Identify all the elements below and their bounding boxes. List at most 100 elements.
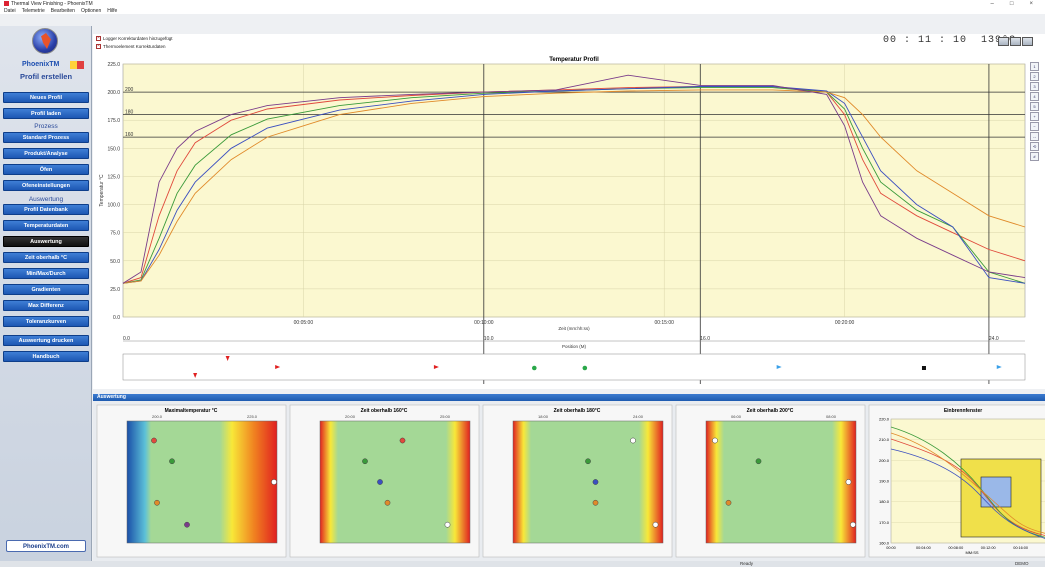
toleranzkurven-button[interactable]: Toleranzkurven (3, 316, 89, 327)
bake-x-tick: 00:00 (886, 546, 896, 550)
analysis-panels: Maximaltemperatur °C 200.0 225.0 Zeit oberh… (93, 401, 1045, 561)
event-marker-icon (582, 365, 588, 371)
channel-marker (154, 499, 160, 506)
event-marker-icon (532, 365, 537, 371)
temperature-profile-chart[interactable]: Temperatur Profil0.025.050.075.0100.0125… (93, 34, 1045, 389)
range-high-label: 08:00 (826, 414, 837, 419)
temperaturdaten-button[interactable]: Temperaturdaten (3, 220, 89, 231)
logger-correction-checkbox[interactable]: Logger Korrekturdaten hinzugefügt (96, 35, 173, 41)
gradienten-button[interactable]: Gradienten (3, 284, 89, 295)
view-button-3[interactable] (1022, 37, 1033, 46)
menu-bar: Datei Telemetrie Bearbeiten Optionen Hil… (0, 7, 1045, 14)
threshold-label: 200 (125, 87, 134, 93)
x-tick-label: 00:05:00 (294, 320, 314, 326)
tolerance-band (705, 420, 857, 544)
channel-marker (184, 521, 190, 528)
bake-curve (890, 448, 1045, 539)
oefen-button[interactable]: Öfen (3, 164, 89, 175)
series-line (122, 74, 1026, 284)
y-tick-label: 75.0 (110, 231, 120, 237)
bake-x-tick: 00:04:00 (916, 546, 931, 550)
tolerance-band (512, 420, 664, 544)
channel-marker (169, 458, 175, 465)
handbuch-button[interactable]: Handbuch (3, 351, 89, 362)
ofeneinstellungen-button[interactable]: Ofeneinstellungen (3, 180, 89, 191)
channel-marker (444, 521, 451, 528)
panel-title: Maximaltemperatur °C (165, 408, 218, 414)
event-strip (122, 353, 1026, 381)
pan-icon[interactable]: ↔ (1030, 132, 1039, 141)
tool-button-3[interactable]: 3 (1030, 82, 1039, 91)
channel-marker (377, 479, 383, 485)
minimize-button[interactable]: – (990, 0, 994, 7)
tool-button-1[interactable]: 1 (1030, 62, 1039, 71)
event-marker-icon (225, 356, 230, 361)
menu-bearbeiten[interactable]: Bearbeiten (50, 7, 75, 14)
zoom-out-icon[interactable]: − (1030, 122, 1039, 131)
standard-prozess-button[interactable]: Standard Prozess (3, 132, 89, 143)
view-button-1[interactable] (998, 37, 1009, 46)
y-tick-label: 25.0 (110, 287, 120, 293)
grid-icon[interactable]: # (1030, 152, 1039, 161)
right-toolbar: 1 2 3 4 5 + − ↔ ⟲ # (1030, 62, 1039, 161)
bake-x-tick: 00:12:00 (981, 546, 996, 550)
bake-y-tick: 210.0 (879, 437, 890, 442)
panel-title: Einbrennfenster (944, 408, 982, 414)
channel-marker (652, 521, 659, 528)
position-axis-label: Position (M) (562, 344, 587, 349)
channel-marker (630, 437, 636, 444)
status-text: Ready (740, 561, 754, 566)
x-axis-label: Zeit (mm:hh:ss) (558, 326, 590, 331)
tool-button-4[interactable]: 4 (1030, 92, 1039, 101)
maximize-button[interactable]: □ (1009, 0, 1014, 7)
auswertung-drucken-button[interactable]: Auswertung drucken (3, 335, 89, 346)
app-icon (4, 1, 9, 6)
menu-optionen[interactable]: Optionen (80, 7, 102, 14)
max-differenz-button[interactable]: Max Differenz (3, 300, 89, 311)
neues-profil-button[interactable]: Neues Profil (3, 92, 89, 103)
checkbox-icon (96, 35, 101, 41)
event-marker-icon (275, 365, 281, 369)
bake-y-tick: 170.0 (879, 520, 890, 525)
bake-y-tick: 160.0 (879, 541, 890, 546)
tool-button-5[interactable]: 5 (1030, 102, 1039, 111)
series-line (122, 86, 1026, 284)
menu-datei[interactable]: Datei (4, 7, 16, 14)
event-marker-icon (996, 365, 1002, 369)
panel-title: Zeit oberhalb 180°C (554, 408, 601, 414)
thermo-correction-checkbox[interactable]: Thermoelement Korrekturdaten (96, 43, 166, 49)
zeit-oberhalb-button[interactable]: Zeit oberhalb °C (3, 252, 89, 263)
website-link[interactable]: PhoenixTM.com (6, 540, 86, 552)
zoom-in-icon[interactable]: + (1030, 112, 1039, 121)
auswertung-button[interactable]: Auswertung (3, 236, 89, 247)
threshold-label: 180 (125, 110, 134, 116)
profil-datenbank-button[interactable]: Profil Datenbank (3, 204, 89, 215)
min-max-durch-button[interactable]: Min/Max/Durch (3, 268, 89, 279)
profil-laden-button[interactable]: Profil laden (3, 108, 89, 119)
menu-telemetrie[interactable]: Telemetrie (21, 7, 45, 14)
bake-curve (890, 432, 1045, 534)
close-button[interactable]: × (1029, 0, 1033, 7)
y-tick-label: 125.0 (107, 174, 120, 180)
channel-marker (384, 499, 391, 506)
event-marker-icon (193, 373, 198, 378)
range-low-label: 18:00 (538, 414, 549, 419)
reset-icon[interactable]: ⟲ (1030, 142, 1039, 151)
status-mode: DEMO (1015, 561, 1029, 566)
y-tick-label: 225.0 (107, 62, 120, 68)
produkt-analyse-button[interactable]: Produkt/Analyse (3, 148, 89, 159)
view-button-2[interactable] (1010, 37, 1021, 46)
section-profil: Profil erstellen (19, 72, 73, 81)
bake-y-tick: 200.0 (879, 458, 890, 463)
event-marker-icon (921, 366, 926, 370)
channel-marker (362, 458, 368, 465)
bake-y-tick: 180.0 (879, 499, 890, 504)
channel-marker (725, 499, 732, 506)
title-bar: Thermal View Finishing - PhoenixTM – □ × (0, 0, 1045, 7)
tool-button-2[interactable]: 2 (1030, 72, 1039, 81)
y-tick-label: 150.0 (107, 146, 120, 152)
menu-hilfe[interactable]: Hilfe (107, 7, 118, 14)
event-marker-icon (776, 365, 782, 369)
